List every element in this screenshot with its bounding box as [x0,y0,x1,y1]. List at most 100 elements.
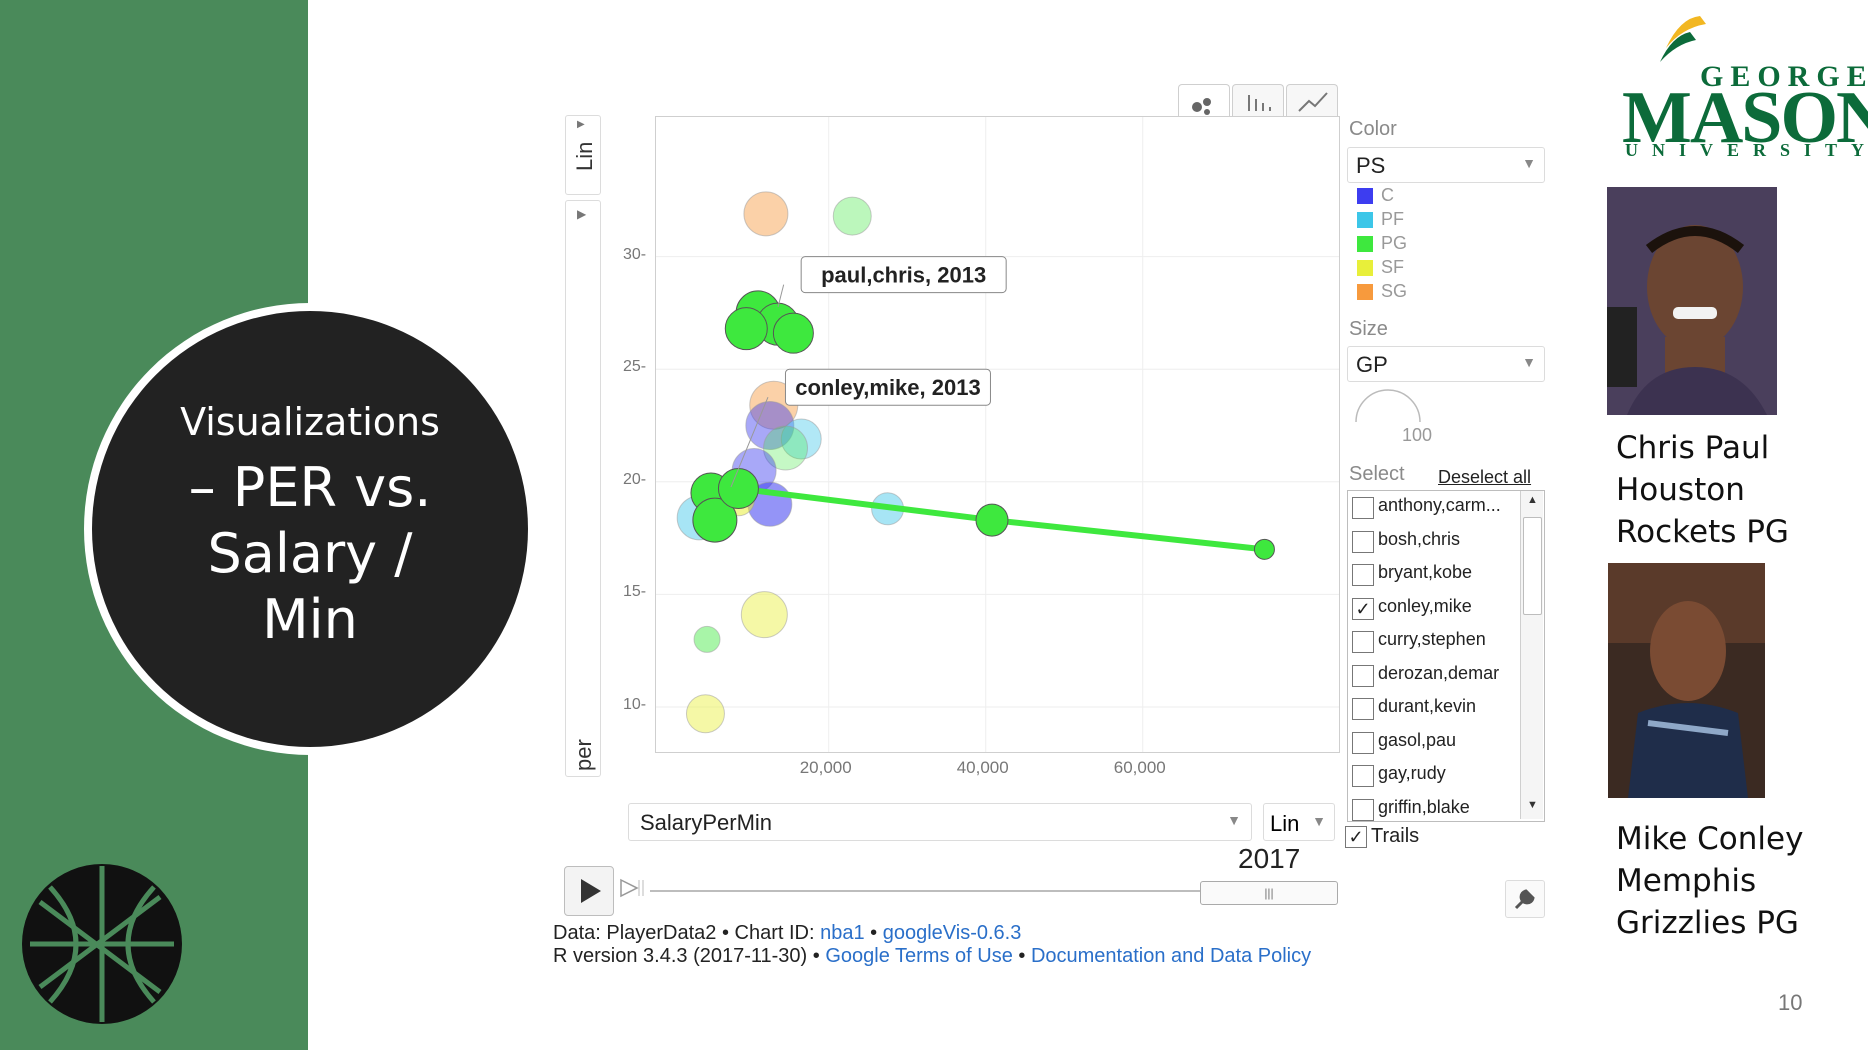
time-slider-track[interactable] [650,890,1338,892]
checkbox[interactable] [1352,564,1374,586]
bubble-sg [743,191,789,237]
player-name: gay,rudy [1378,763,1446,783]
checkbox[interactable] [1352,497,1374,519]
bubble-pf [780,418,822,460]
player-label: conley,mike, 2013 [795,375,981,400]
list-item[interactable]: durant,kevin [1348,692,1518,725]
legend-label: C [1381,185,1394,205]
legend-swatch [1357,284,1373,300]
y-var-label: per [571,739,596,771]
checkbox[interactable]: ✓ [1352,597,1374,620]
checkbox[interactable] [1352,765,1374,787]
checkbox[interactable] [1352,698,1374,720]
highlighted-bubble [724,307,768,351]
logo-university: UNIVERSITY [1625,140,1868,160]
tab-line[interactable] [1286,84,1338,117]
list-scrollbar[interactable]: ▲ ▼ [1520,491,1543,819]
trails-check-icon[interactable]: ✓ [1345,825,1367,848]
caption-line: Rockets PG [1616,514,1789,550]
caption-line: Mike Conley [1616,821,1804,857]
tooltip-box [800,256,1007,294]
size-select[interactable]: GP ▼ [1347,346,1545,382]
list-item[interactable]: curry,stephen [1348,625,1518,658]
caption-line: Chris Paul [1616,430,1770,466]
size-legend-arc [1355,389,1421,423]
checkbox[interactable] [1352,530,1374,553]
checkbox[interactable] [1352,631,1374,653]
list-item[interactable]: derozan,demar [1348,659,1518,692]
legend-swatch [1357,236,1373,252]
checkbox[interactable] [1352,664,1374,687]
mike-conley-photo [1608,563,1765,798]
chart-footer-line1: Data: PlayerData2 • Chart ID: nba1 • goo… [553,922,1021,945]
player-name: curry,stephen [1378,629,1486,649]
checkbox[interactable] [1352,798,1374,821]
legend-swatch [1357,188,1373,204]
scrollbar-thumb[interactable] [1523,517,1542,615]
y-var-select[interactable]: ▶ per [565,200,601,777]
checkbox[interactable] [1352,731,1374,754]
list-item[interactable]: gasol,pau [1348,726,1518,759]
bubble-pg [693,625,721,653]
legend-label: SF [1381,257,1405,277]
tab-bar[interactable] [1232,84,1284,117]
bubble-pg [832,196,872,236]
time-slider-handle[interactable]: ||| [1200,881,1338,905]
play-button[interactable] [564,866,614,916]
x-scale-select[interactable]: Lin ▼ [1263,803,1335,841]
player-name: bryant,kobe [1378,562,1473,582]
footer-separator: • [1012,945,1031,967]
player-name: durant,kevin [1378,696,1477,716]
line-icon [1298,92,1328,112]
highlighted-bubble [1253,538,1275,560]
scroll-down-icon[interactable]: ▼ [1527,799,1538,811]
color-select[interactable]: PS ▼ [1347,147,1545,183]
motion-chart-plot[interactable]: paul,chris, 2013 conley,mike, 2013 [655,116,1340,753]
googlevis-link[interactable]: googleVis-0.6.3 [882,922,1022,944]
x-tick-label: 60,000 [1113,758,1166,777]
list-item[interactable]: bryant,kobe [1348,558,1518,591]
list-item[interactable]: bosh,chris [1348,525,1518,558]
policy-link[interactable]: Documentation and Data Policy [1030,945,1312,967]
y-tick-label: 25- [623,358,647,376]
bubble-icon [1192,98,1211,115]
scroll-up-icon[interactable]: ▲ [1527,494,1538,506]
chart-id-link[interactable]: nba1 [820,922,865,944]
x-tick-label: 40,000 [956,758,1009,777]
x-var-label: SalaryPerMin [640,810,773,835]
player-select-list[interactable]: anthony,carm... bosh,chris bryant,kobe ✓ con… [1347,490,1545,822]
highlighted-bubble [692,497,738,543]
color-select-value: PS [1356,153,1386,178]
logo-mason: MASON [1622,77,1868,159]
list-item[interactable]: ✓ conley,mike [1348,592,1518,625]
chevron-down-icon: ▼ [1522,155,1536,171]
y-tick-label: 20- [623,470,647,488]
y-tick-label: 30- [623,245,647,263]
tab-bubble[interactable] [1178,84,1230,117]
trails-checkbox[interactable]: ✓ Trails [1345,825,1419,848]
wrench-icon [1514,889,1535,910]
x-tick-label: 20,000 [799,758,852,777]
settings-button[interactable] [1505,880,1545,918]
terms-link[interactable]: Google Terms of Use [825,945,1013,967]
player-name: griffin,blake [1378,796,1470,817]
step-forward-icon[interactable] [617,876,647,900]
list-item[interactable]: gay,rudy [1348,759,1518,792]
y-scale-select[interactable]: Lin ▶ [565,115,601,195]
chevron-down-icon: ▼ [1227,812,1241,828]
x-var-select[interactable]: SalaryPerMin ▼ [628,803,1252,841]
footer-data-text: Data: PlayerData2 • Chart ID: [553,922,821,944]
chart-footer-line2: R version 3.4.3 (2017-11-30) • Google Te… [553,945,1311,968]
chevron-right-icon: ▶ [577,119,585,130]
list-item[interactable]: anthony,carm... [1348,491,1518,524]
slide-title-line3: Salary / [207,522,413,585]
size-legend-value: 100 [1402,425,1433,445]
x-scale-label: Lin [1270,811,1300,836]
slide-title-line4: Min [262,588,358,651]
legend-swatch [1357,212,1373,228]
slide-title: – PER vs. Salary / Min [92,455,528,653]
chevron-down-icon: ▼ [1312,813,1326,829]
list-item[interactable]: griffin,blake [1348,793,1518,822]
deselect-all-link[interactable]: Deselect all [1438,467,1532,487]
title-circle [92,311,528,747]
